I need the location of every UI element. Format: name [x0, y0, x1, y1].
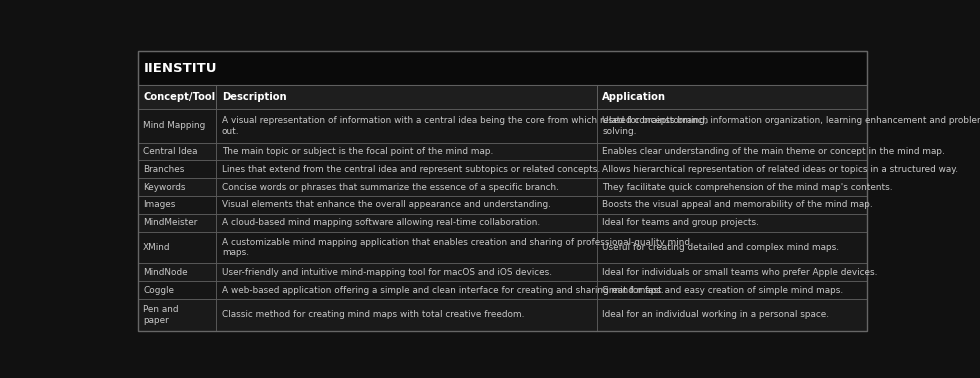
- Bar: [217, 299, 597, 331]
- Bar: [217, 214, 597, 232]
- Text: Ideal for individuals or small teams who prefer Apple devices.: Ideal for individuals or small teams who…: [603, 268, 878, 277]
- Text: The main topic or subject is the focal point of the mind map.: The main topic or subject is the focal p…: [221, 147, 493, 156]
- Text: Application: Application: [603, 92, 666, 102]
- Text: MindMeister: MindMeister: [143, 218, 197, 227]
- Text: A visual representation of information with a central idea being the core from w: A visual representation of information w…: [221, 116, 708, 135]
- Text: Classic method for creating mind maps with total creative freedom.: Classic method for creating mind maps wi…: [221, 310, 524, 319]
- Text: XMind: XMind: [143, 243, 171, 252]
- Text: A cloud-based mind mapping software allowing real-time collaboration.: A cloud-based mind mapping software allo…: [221, 218, 540, 227]
- Bar: [217, 196, 597, 214]
- Text: Allows hierarchical representation of related ideas or topics in a structured wa: Allows hierarchical representation of re…: [603, 165, 958, 174]
- Bar: [217, 232, 597, 263]
- Text: A customizable mind mapping application that enables creation and sharing of pro: A customizable mind mapping application …: [221, 238, 690, 257]
- Bar: [597, 108, 867, 143]
- Text: Mind Mapping: Mind Mapping: [143, 121, 205, 130]
- Bar: [597, 281, 867, 299]
- Text: Description: Description: [221, 92, 286, 102]
- Text: Central Idea: Central Idea: [143, 147, 198, 156]
- Bar: [217, 143, 597, 160]
- Bar: [137, 108, 217, 143]
- Text: Branches: Branches: [143, 165, 184, 174]
- Text: Lines that extend from the central idea and represent subtopics or related conce: Lines that extend from the central idea …: [221, 165, 600, 174]
- Bar: [137, 143, 217, 160]
- Bar: [137, 232, 217, 263]
- Bar: [217, 178, 597, 196]
- Text: MindNode: MindNode: [143, 268, 187, 277]
- Text: Great for fast and easy creation of simple mind maps.: Great for fast and easy creation of simp…: [603, 285, 844, 294]
- Text: Concept/Tool: Concept/Tool: [143, 92, 216, 102]
- Bar: [137, 178, 217, 196]
- Bar: [137, 160, 217, 178]
- Bar: [597, 299, 867, 331]
- Text: Coggle: Coggle: [143, 285, 174, 294]
- Bar: [597, 178, 867, 196]
- Text: Visual elements that enhance the overall appearance and understanding.: Visual elements that enhance the overall…: [221, 200, 551, 209]
- Bar: [597, 263, 867, 281]
- Text: Images: Images: [143, 200, 175, 209]
- Bar: [597, 196, 867, 214]
- Text: Ideal for teams and group projects.: Ideal for teams and group projects.: [603, 218, 760, 227]
- Bar: [217, 263, 597, 281]
- Text: Ideal for an individual working in a personal space.: Ideal for an individual working in a per…: [603, 310, 829, 319]
- Text: A web-based application offering a simple and clean interface for creating and s: A web-based application offering a simpl…: [221, 285, 663, 294]
- Text: Enables clear understanding of the main theme or concept in the mind map.: Enables clear understanding of the main …: [603, 147, 945, 156]
- Bar: [597, 214, 867, 232]
- Bar: [137, 85, 217, 108]
- Text: Boosts the visual appeal and memorability of the mind map.: Boosts the visual appeal and memorabilit…: [603, 200, 873, 209]
- Bar: [137, 299, 217, 331]
- Bar: [137, 51, 867, 85]
- Bar: [217, 108, 597, 143]
- Bar: [137, 214, 217, 232]
- Text: Useful for creating detailed and complex mind maps.: Useful for creating detailed and complex…: [603, 243, 839, 252]
- Text: They facilitate quick comprehension of the mind map's contents.: They facilitate quick comprehension of t…: [603, 183, 893, 192]
- Text: Pen and
paper: Pen and paper: [143, 305, 178, 325]
- Bar: [217, 85, 597, 108]
- Bar: [137, 281, 217, 299]
- Bar: [217, 281, 597, 299]
- Bar: [137, 196, 217, 214]
- Bar: [597, 232, 867, 263]
- Bar: [217, 160, 597, 178]
- Text: Concise words or phrases that summarize the essence of a specific branch.: Concise words or phrases that summarize …: [221, 183, 559, 192]
- Text: IIENSTITU: IIENSTITU: [144, 62, 218, 74]
- Bar: [597, 85, 867, 108]
- Text: Used for brainstorming, information organization, learning enhancement and probl: Used for brainstorming, information orga…: [603, 116, 980, 135]
- Text: Keywords: Keywords: [143, 183, 185, 192]
- Bar: [137, 263, 217, 281]
- Text: User-friendly and intuitive mind-mapping tool for macOS and iOS devices.: User-friendly and intuitive mind-mapping…: [221, 268, 552, 277]
- Bar: [597, 160, 867, 178]
- Bar: [597, 143, 867, 160]
